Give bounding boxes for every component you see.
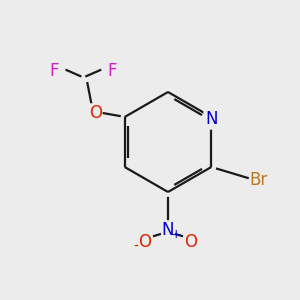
Text: O: O xyxy=(89,104,102,122)
Text: +: + xyxy=(171,229,181,242)
Text: N: N xyxy=(162,221,174,239)
Text: F: F xyxy=(107,62,117,80)
Text: Br: Br xyxy=(250,171,268,189)
Text: F: F xyxy=(50,62,59,80)
Text: N: N xyxy=(205,110,218,128)
Text: -: - xyxy=(134,240,138,254)
Text: O: O xyxy=(139,233,152,251)
Text: O: O xyxy=(184,233,197,251)
